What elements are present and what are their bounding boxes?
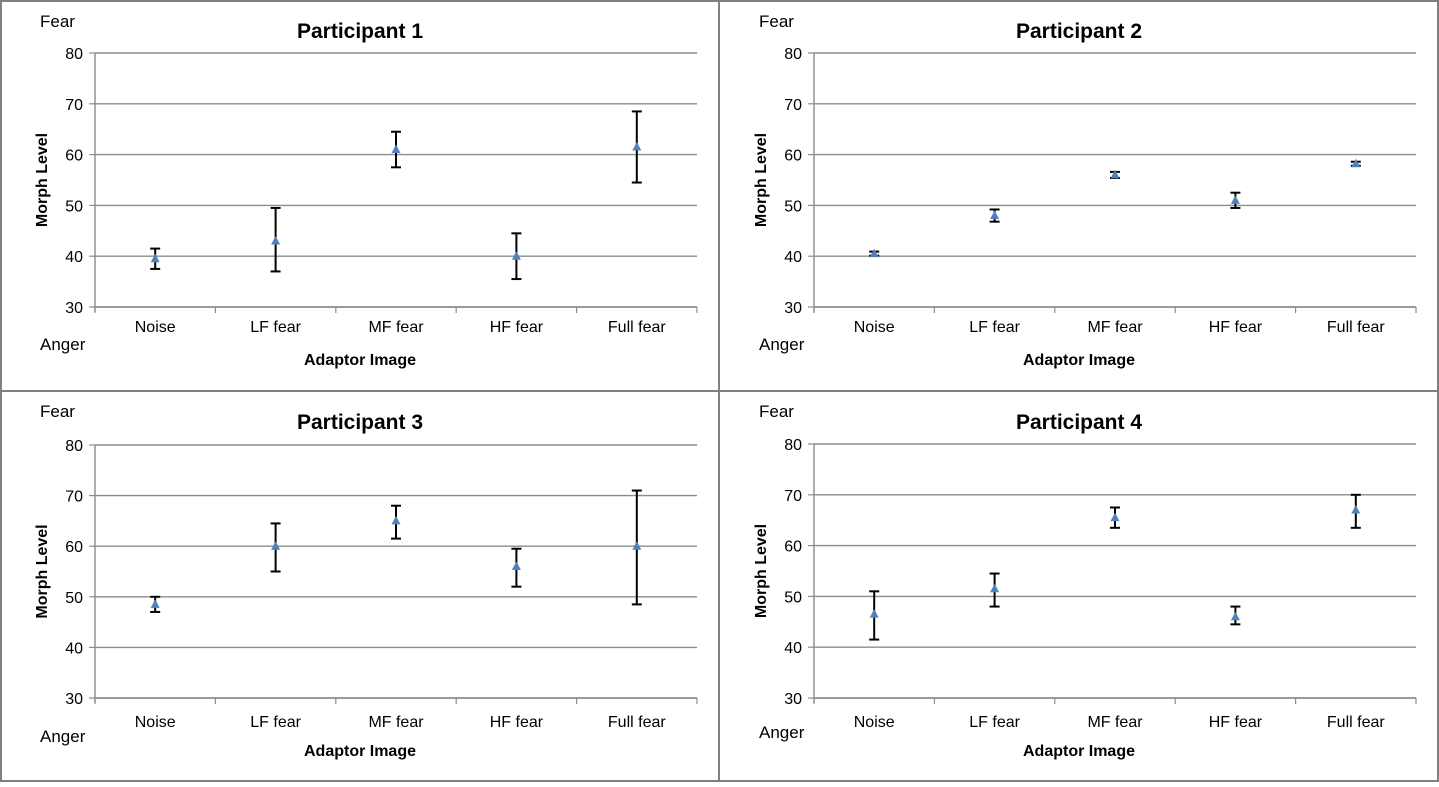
data-point-5 [632, 541, 642, 550]
y-tick-label: 50 [784, 198, 802, 215]
y-tick-label: 80 [784, 437, 802, 454]
y-tick-label: 60 [65, 539, 83, 556]
chart-title: Participant 1 [297, 20, 423, 43]
chart-title: Participant 4 [1016, 411, 1142, 434]
y-tick-label: 30 [784, 691, 802, 708]
y-axis-title: Morph Level [34, 524, 51, 618]
y-tick-label: 40 [65, 640, 83, 657]
chart-panel-4: Participant 4 Fear Anger 30 40 50 60 70 80 Noise L… [753, 402, 1417, 760]
data-point-5 [1351, 158, 1361, 168]
x-tick-label: Full fear [608, 319, 666, 336]
x-tick-label: MF fear [1087, 714, 1143, 731]
x-tick-label: MF fear [368, 714, 424, 731]
x-tick-label: LF fear [250, 319, 301, 336]
bottom-anchor-label: Anger [40, 727, 86, 746]
x-tick-label: Noise [135, 714, 176, 731]
bottom-anchor-label: Anger [759, 723, 805, 742]
data-point-3 [391, 144, 401, 154]
chart-panel-3: Participant 3 Fear Anger 30 40 50 60 70 80 Noise L… [34, 402, 698, 760]
x-tick-label: HF fear [490, 319, 544, 336]
top-anchor-label: Fear [759, 12, 794, 31]
x-axis-title: Adaptor Image [1023, 743, 1135, 760]
x-tick-label: Full fear [1327, 714, 1385, 731]
data-point-1 [869, 609, 879, 618]
data-point-1 [869, 248, 879, 258]
x-axis-title: Adaptor Image [304, 352, 416, 369]
y-tick-label: 30 [65, 300, 83, 317]
x-tick-label: Noise [135, 319, 176, 336]
data-point-5 [1351, 505, 1361, 514]
data-point-4 [1230, 195, 1240, 204]
x-tick-label: HF fear [1209, 714, 1263, 731]
data-point-3 [1110, 169, 1120, 179]
data-point-3 [391, 515, 401, 525]
bottom-anchor-label: Anger [40, 335, 86, 354]
data-point-2 [271, 235, 281, 245]
y-tick-label: 70 [784, 488, 802, 505]
y-tick-label: 30 [65, 691, 83, 708]
data-point-2 [990, 210, 1000, 220]
chart-panel-2: Participant 2 Fear Anger 30 40 50 60 70 80 Noise L… [753, 12, 1417, 369]
y-tick-label: 40 [65, 249, 83, 266]
y-tick-label: 60 [784, 148, 802, 165]
bottom-anchor-label: Anger [759, 335, 805, 354]
x-tick-label: Noise [854, 319, 895, 336]
x-tick-label: LF fear [969, 319, 1020, 336]
x-tick-label: MF fear [1087, 319, 1143, 336]
x-tick-label: HF fear [490, 714, 544, 731]
data-point-4 [511, 561, 521, 570]
y-tick-label: 50 [784, 589, 802, 606]
top-anchor-label: Fear [40, 402, 75, 421]
data-point-4 [511, 251, 521, 260]
data-point-3 [1110, 512, 1120, 522]
y-tick-label: 70 [784, 97, 802, 114]
data-point-2 [271, 541, 281, 550]
x-tick-label: LF fear [250, 714, 301, 731]
y-axis-title: Morph Level [753, 133, 770, 227]
data-point-1 [150, 599, 160, 608]
x-tick-label: LF fear [969, 714, 1020, 731]
x-tick-label: Full fear [1327, 319, 1385, 336]
y-axis-title: Morph Level [753, 524, 770, 618]
y-tick-label: 60 [65, 148, 83, 165]
data-point-5 [632, 141, 642, 151]
y-tick-label: 30 [784, 300, 802, 317]
y-tick-label: 50 [65, 198, 83, 215]
y-tick-label: 50 [65, 590, 83, 607]
x-tick-label: MF fear [368, 319, 424, 336]
y-axis-title: Morph Level [34, 133, 51, 227]
y-tick-label: 70 [65, 489, 83, 506]
data-point-2 [990, 583, 1000, 593]
top-anchor-label: Fear [759, 402, 794, 421]
y-tick-label: 40 [784, 640, 802, 657]
x-tick-label: Full fear [608, 714, 666, 731]
y-tick-label: 80 [784, 46, 802, 63]
x-tick-label: HF fear [1209, 319, 1263, 336]
x-tick-label: Noise [854, 714, 895, 731]
x-axis-title: Adaptor Image [1023, 352, 1135, 369]
y-tick-label: 40 [784, 249, 802, 266]
y-tick-label: 80 [65, 438, 83, 455]
y-tick-label: 70 [65, 97, 83, 114]
y-tick-label: 80 [65, 46, 83, 63]
data-point-1 [150, 253, 160, 263]
chart-title: Participant 2 [1016, 20, 1142, 43]
top-anchor-label: Fear [40, 12, 75, 31]
x-axis-title: Adaptor Image [304, 743, 416, 760]
y-tick-label: 60 [784, 539, 802, 556]
chart-title: Participant 3 [297, 411, 423, 434]
chart-panel-1: Participant 1 Fear Anger 30 40 50 60 70 80 Noise L… [34, 12, 698, 369]
data-point-4 [1230, 611, 1240, 621]
